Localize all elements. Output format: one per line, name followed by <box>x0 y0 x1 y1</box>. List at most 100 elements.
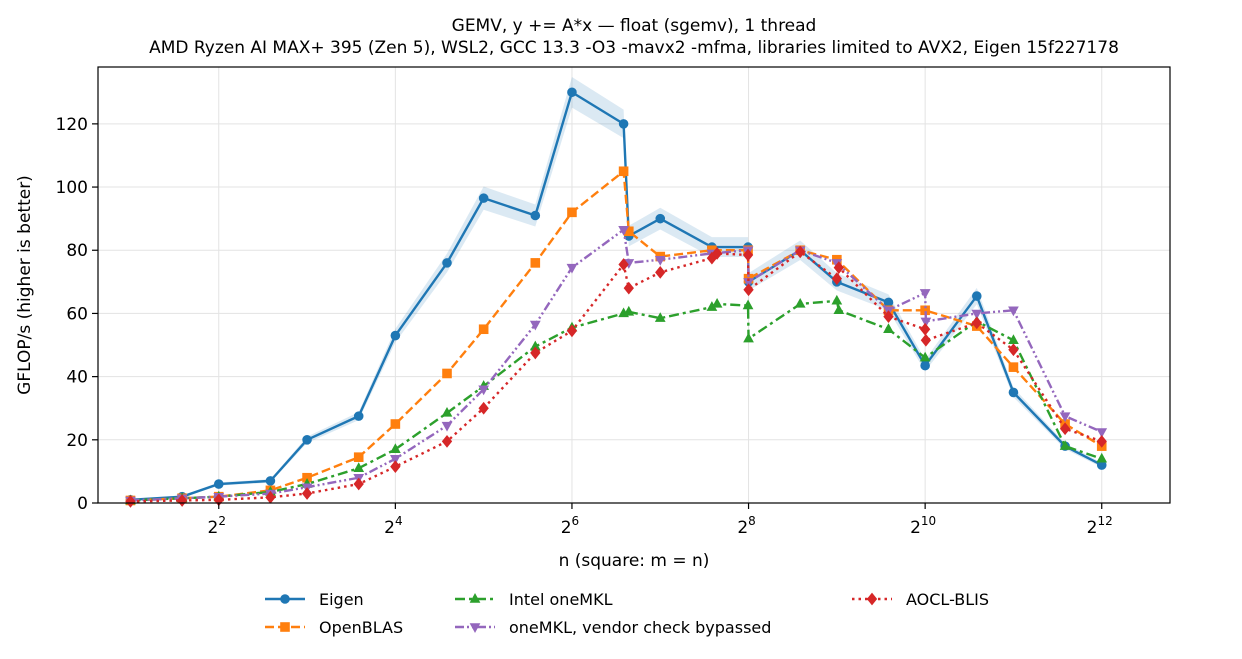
series-line <box>130 228 1103 502</box>
legend: Eigen OpenBLAS Intel oneMKL oneMKL, vendor … <box>265 590 989 637</box>
data-point <box>441 421 453 432</box>
data-point <box>442 368 452 379</box>
data-point <box>919 289 931 299</box>
chart-subtitle: AMD Ryzen AI MAX+ 395 (Zen 5), WSL2, GCC… <box>149 38 1119 58</box>
y-tick-label: 0 <box>77 494 88 514</box>
data-point <box>478 324 489 335</box>
data-point <box>795 245 806 259</box>
x-tick-label: 26 <box>561 514 579 538</box>
data-point <box>883 310 894 323</box>
data-point <box>567 207 577 218</box>
data-point <box>441 435 453 448</box>
x-tick-exponent: 8 <box>748 514 756 528</box>
legend-label: OpenBLAS <box>319 618 403 637</box>
x-tick-label: 212 <box>1087 514 1113 538</box>
series-line <box>130 299 1103 502</box>
y-tick-label: 40 <box>66 368 88 388</box>
legend-swatch-marker <box>280 594 290 604</box>
x-axis-label: n (square: m = n) <box>559 551 710 571</box>
data-point <box>530 210 541 221</box>
data-point <box>883 297 894 308</box>
data-point <box>353 452 364 462</box>
legend-entry: OpenBLAS <box>265 618 403 637</box>
data-point <box>743 332 754 343</box>
data-point <box>353 411 364 421</box>
legend-entry: AOCL-BLIS <box>852 590 989 609</box>
data-point <box>831 272 843 286</box>
x-tick-exponent: 4 <box>395 514 403 528</box>
data-point <box>478 401 489 415</box>
data-point <box>530 346 541 360</box>
data-point <box>711 247 723 260</box>
legend-entry: oneMKL, vendor check bypassed <box>455 618 771 637</box>
x-tick-exponent: 10 <box>921 514 936 528</box>
legend-swatch-marker <box>280 622 290 632</box>
plot-frame <box>97 66 1171 504</box>
legend-swatch-marker <box>469 623 481 633</box>
series-layer <box>125 87 1108 508</box>
data-point <box>1008 306 1019 317</box>
data-point <box>794 297 806 308</box>
x-tick-exponent: 6 <box>572 514 580 528</box>
data-point <box>442 258 452 268</box>
data-point <box>1096 435 1107 448</box>
data-point <box>920 333 932 347</box>
data-point <box>390 330 401 341</box>
x-tick-label: 22 <box>208 514 226 538</box>
y-tick-label: 120 <box>56 115 88 135</box>
x-tick-base: 2 <box>1087 518 1098 538</box>
x-tick-exponent: 12 <box>1098 514 1113 528</box>
data-point <box>618 166 629 177</box>
y-axis-label: GFLOP/s (higher is better) <box>15 175 35 395</box>
data-point <box>831 294 843 305</box>
data-point <box>1008 362 1019 372</box>
series-line <box>130 250 1103 503</box>
x-tick-base: 2 <box>208 518 219 538</box>
data-point <box>529 320 541 331</box>
x-tick-label: 28 <box>737 514 755 538</box>
data-point <box>655 213 666 224</box>
legend-entry: Intel oneMKL <box>455 590 613 609</box>
data-point <box>1096 428 1108 438</box>
data-point <box>353 462 365 472</box>
data-point <box>390 419 401 429</box>
x-tick-base: 2 <box>737 518 748 538</box>
data-point <box>618 258 629 271</box>
data-point <box>302 435 312 445</box>
y-tick-label: 60 <box>66 304 88 324</box>
chart-title: GEMV, y += A*x — float (sgemv), 1 thread <box>452 16 817 36</box>
data-point <box>618 225 629 236</box>
data-point <box>919 322 931 336</box>
data-point <box>567 87 577 98</box>
x-tick-exponent: 2 <box>218 514 226 528</box>
data-point <box>1059 422 1071 436</box>
data-point <box>971 316 982 330</box>
data-point <box>743 283 754 297</box>
x-tick-base: 2 <box>561 518 572 538</box>
data-point <box>742 248 754 262</box>
data-point <box>1059 440 1071 450</box>
data-point <box>390 460 401 474</box>
data-point <box>711 297 723 308</box>
y-tick-label: 80 <box>66 241 88 261</box>
data-point <box>742 299 754 310</box>
x-tick-base: 2 <box>910 518 921 538</box>
legend-label: oneMKL, vendor check bypassed <box>509 618 771 637</box>
data-point <box>125 495 136 508</box>
y-tick-label: 100 <box>56 178 88 198</box>
data-point <box>971 309 983 320</box>
data-point <box>920 360 930 371</box>
legend-swatch-marker <box>469 593 481 603</box>
data-point <box>919 351 931 362</box>
x-tick-base: 2 <box>384 518 395 538</box>
data-point <box>478 385 490 396</box>
series-aocl-blis <box>125 245 1107 508</box>
data-point <box>566 324 578 338</box>
legend-label: AOCL-BLIS <box>906 590 989 609</box>
data-point <box>833 261 844 275</box>
y-tick-label: 20 <box>66 431 88 451</box>
legend-label: Intel oneMKL <box>509 590 613 609</box>
